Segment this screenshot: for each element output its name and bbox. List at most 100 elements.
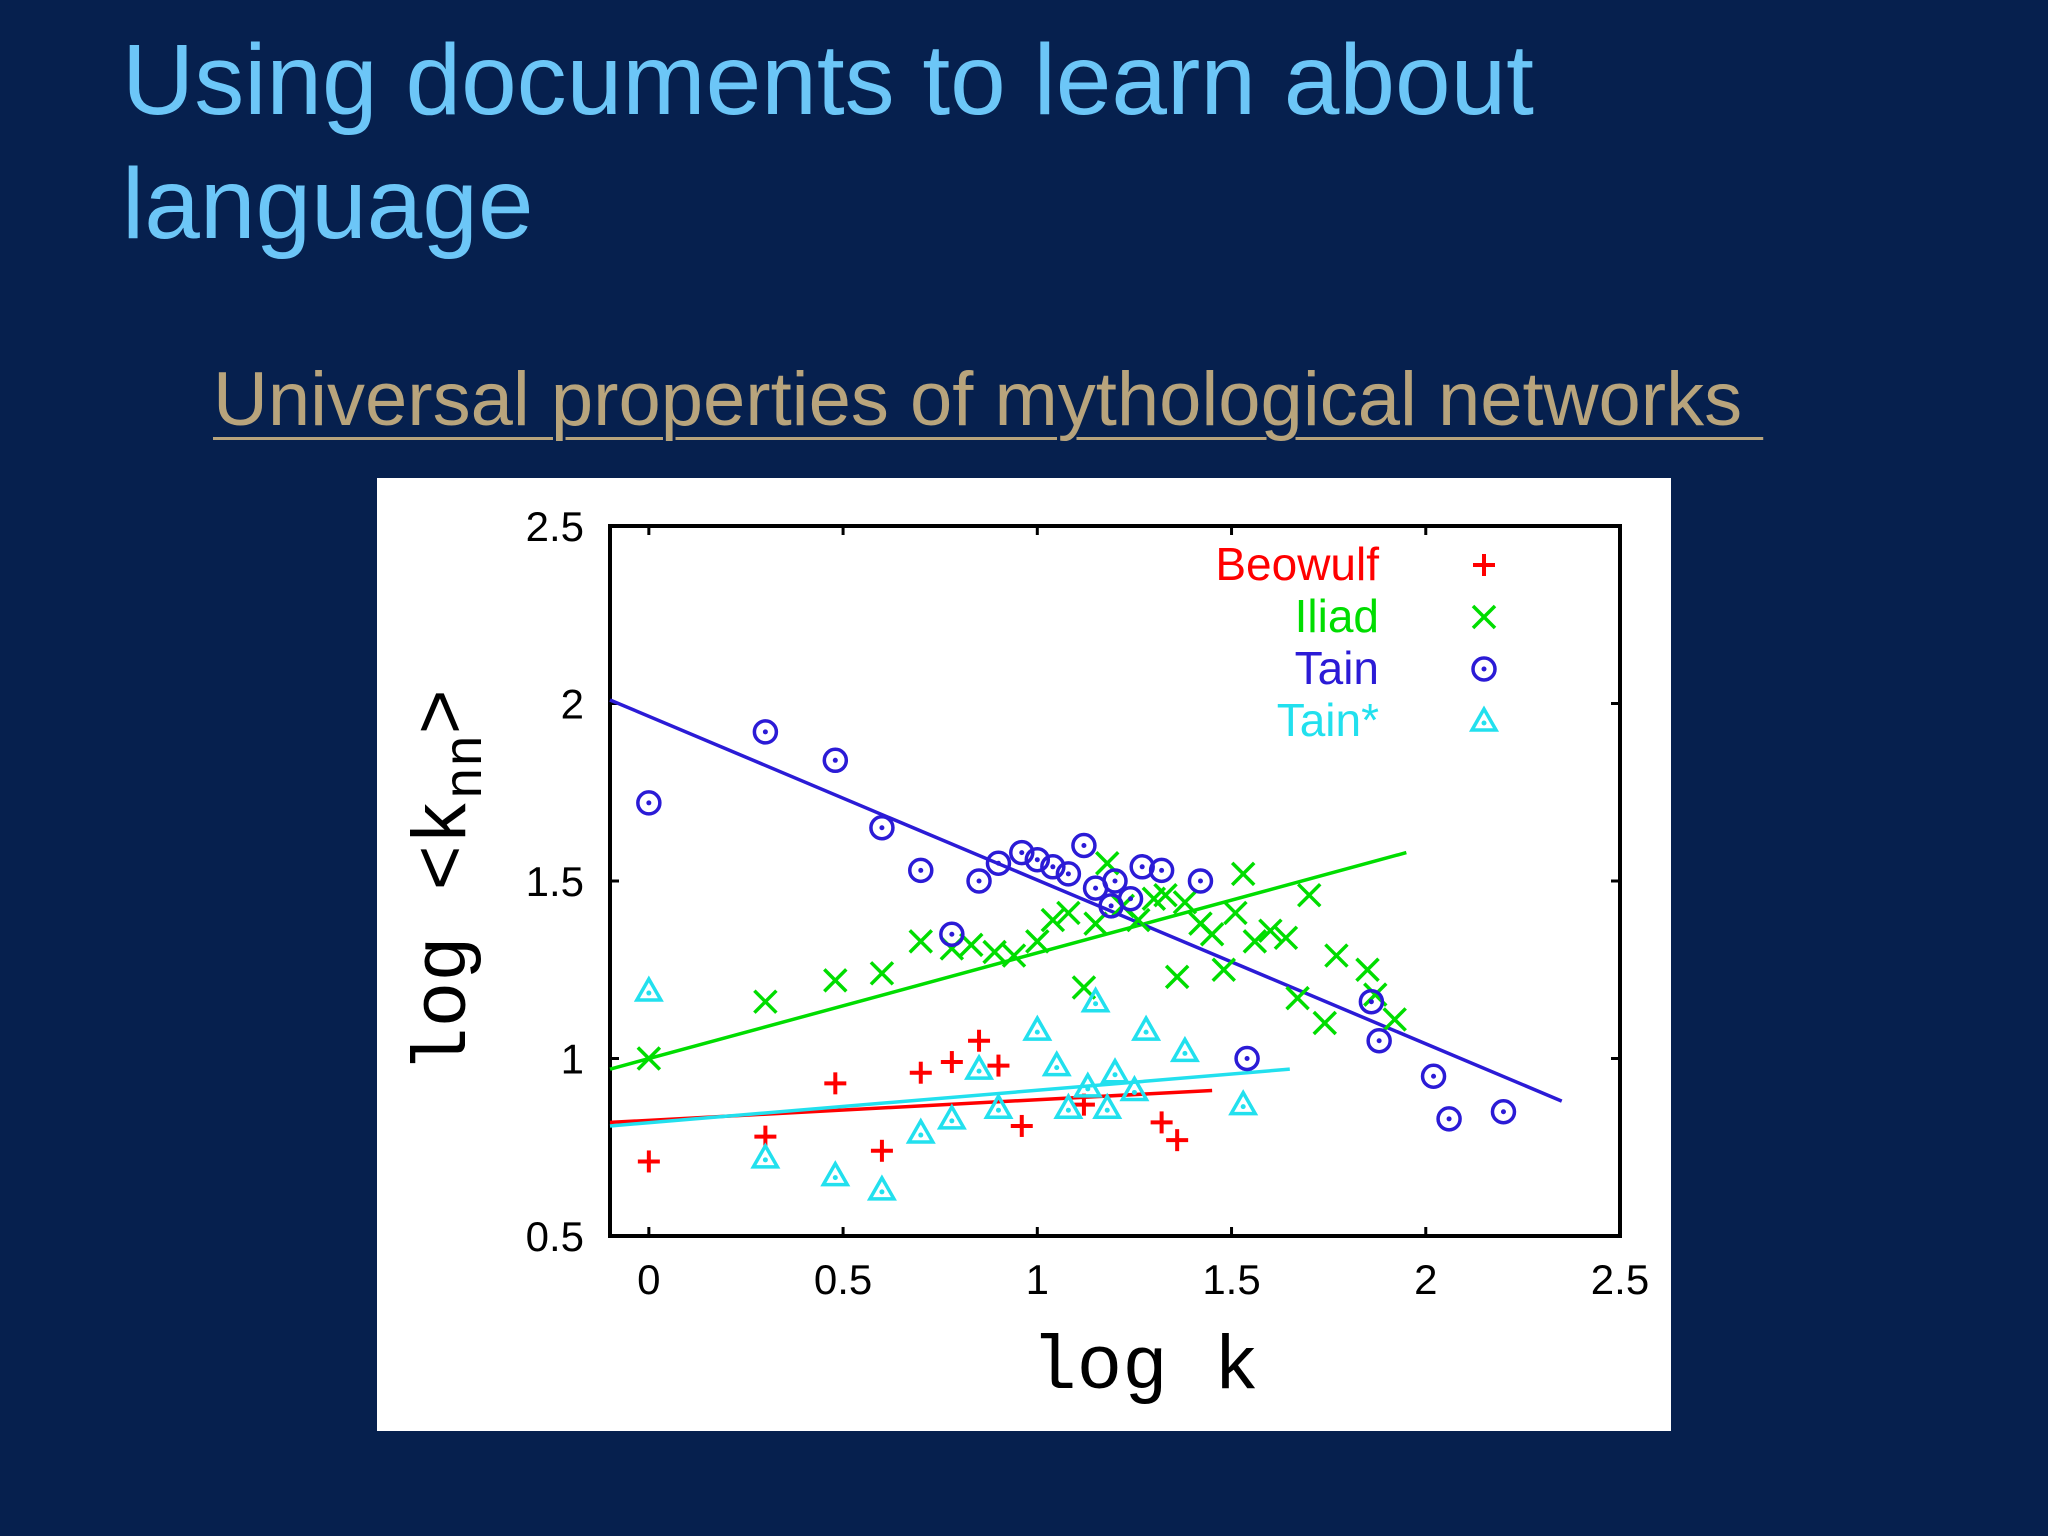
point-tain <box>633 975 664 1002</box>
point-tain <box>820 1160 851 1187</box>
point-tain <box>752 719 779 745</box>
point-tain <box>1187 868 1214 894</box>
point-iliad <box>1083 911 1108 936</box>
point-beowulf <box>824 1072 847 1095</box>
x-axis-label: log k <box>1031 1325 1259 1411</box>
legend-marker-iliad <box>1471 604 1497 630</box>
paper-link[interactable]: Universal properties of mythological net… <box>213 357 1764 442</box>
point-tain <box>1072 1071 1103 1098</box>
point-tain <box>822 747 849 774</box>
point-iliad <box>1382 1007 1407 1032</box>
point-tain <box>1041 1050 1072 1077</box>
point-iliad <box>1001 943 1027 968</box>
point-iliad <box>1172 890 1198 915</box>
point-tain <box>939 921 965 947</box>
point-tain <box>966 868 992 894</box>
point-tain <box>1092 1092 1123 1119</box>
series-tain <box>636 719 1517 1132</box>
point-tain <box>983 1092 1014 1119</box>
point-iliad <box>908 929 934 954</box>
point-tain <box>1040 854 1066 880</box>
point-iliad <box>1211 957 1237 982</box>
point-beowulf <box>870 1139 893 1162</box>
point-beowulf <box>940 1051 963 1074</box>
legend-label-beowulf: Beowulf <box>1215 538 1379 590</box>
y-tick-label: 1.5 <box>526 858 584 905</box>
point-tain <box>1436 1106 1462 1132</box>
point-tain <box>1080 986 1111 1013</box>
fit-line-tain <box>609 1067 1290 1128</box>
point-beowulf <box>1010 1114 1033 1137</box>
point-tain <box>1055 861 1082 887</box>
legend-marker-tain <box>1468 705 1500 732</box>
y-axis-label: log <knn> <box>402 689 498 1073</box>
point-iliad <box>1296 882 1322 908</box>
point-iliad <box>1285 985 1310 1011</box>
chart-svg: 0 0.5 1 1.5 2 2.5 0.5 1 1.5 2 2.5 log k log <knn> Beo… <box>402 503 1649 1411</box>
point-beowulf <box>968 1029 991 1052</box>
point-tain <box>964 1053 995 1080</box>
point-tain <box>1169 1035 1200 1063</box>
point-iliad <box>1126 907 1151 933</box>
point-iliad <box>1324 943 1349 968</box>
point-tain <box>1024 846 1051 873</box>
legend-label-iliad: Iliad <box>1295 590 1379 642</box>
point-tain <box>1117 886 1144 912</box>
legend-marker-tain <box>1471 656 1497 682</box>
point-tain <box>1053 1092 1084 1119</box>
x-tick-label: 2 <box>1414 1256 1437 1303</box>
x-tick-label: 2.5 <box>1591 1256 1649 1303</box>
point-tain <box>866 1174 897 1201</box>
x-tick-label: 1 <box>1026 1256 1049 1303</box>
legend-marker-beowulf <box>1473 554 1495 576</box>
point-tain <box>985 850 1012 876</box>
point-iliad <box>1223 900 1248 926</box>
point-beowulf <box>1166 1129 1189 1152</box>
point-tain <box>1102 868 1128 894</box>
point-tain <box>1071 832 1097 859</box>
point-tain <box>1009 839 1035 866</box>
point-iliad <box>1025 929 1050 954</box>
point-beowulf <box>1150 1111 1173 1134</box>
point-tain <box>1131 1014 1162 1041</box>
point-tain <box>1099 1057 1131 1084</box>
point-tain <box>908 857 934 884</box>
legend-label-tain: Tain <box>1295 642 1379 694</box>
point-iliad <box>1164 964 1190 990</box>
series-iliad <box>636 851 1407 1071</box>
point-iliad <box>982 939 1007 965</box>
series-tain <box>633 975 1259 1201</box>
point-iliad <box>753 989 778 1014</box>
point-iliad <box>1056 900 1081 926</box>
point-iliad <box>1312 1010 1338 1036</box>
point-iliad <box>1258 918 1283 943</box>
point-iliad <box>636 1046 662 1071</box>
slide-title: Using documents to learn about language <box>122 24 1534 260</box>
y-tick-label: 1 <box>561 1036 584 1083</box>
series-beowulf <box>637 1029 1189 1173</box>
point-iliad <box>1199 922 1225 947</box>
point-tain <box>936 1103 967 1130</box>
x-tick-label: 0.5 <box>814 1256 872 1303</box>
fit-line-tain <box>609 698 1563 1103</box>
point-iliad <box>1230 861 1256 887</box>
point-iliad <box>869 961 895 986</box>
point-iliad <box>1273 925 1299 951</box>
point-tain <box>1119 1074 1150 1102</box>
y-tick-label: 0.5 <box>526 1213 584 1260</box>
x-tick-label: 1.5 <box>1202 1256 1260 1303</box>
point-tain <box>1228 1089 1259 1116</box>
point-tain <box>1129 854 1155 880</box>
point-tain <box>1022 1014 1053 1041</box>
point-iliad <box>1242 929 1268 954</box>
point-tain <box>1366 1028 1392 1054</box>
point-tain <box>1358 988 1385 1015</box>
point-iliad <box>1040 907 1066 933</box>
point-iliad <box>1153 882 1178 908</box>
point-tain <box>905 1117 936 1144</box>
point-tain <box>1234 1045 1260 1072</box>
point-tain <box>1420 1063 1447 1089</box>
point-tain <box>1148 857 1175 884</box>
point-iliad <box>823 968 848 993</box>
point-iliad <box>1355 957 1380 982</box>
